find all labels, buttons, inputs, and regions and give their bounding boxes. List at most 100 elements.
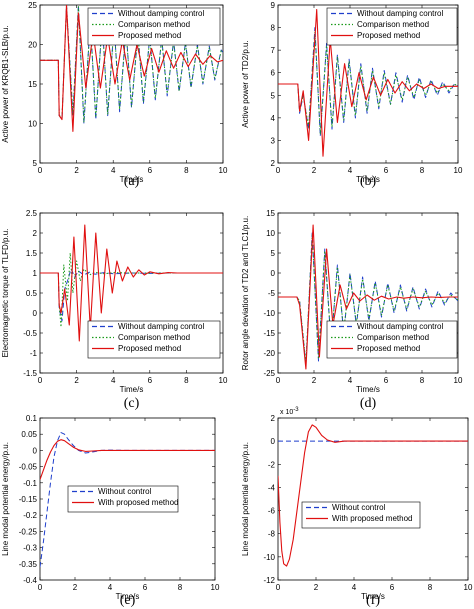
x-tick-label: 4	[111, 166, 116, 175]
y-tick-label: -0.2	[23, 511, 37, 520]
y-axis-label: Rotor angle deviation of TD2 and TLC1/p.…	[241, 216, 250, 370]
x-tick-label: 8	[184, 376, 189, 385]
series-line-2	[40, 5, 223, 132]
series-line-1	[278, 424, 468, 567]
y-tick-label: 9	[271, 1, 276, 10]
y-tick-label: -6	[268, 507, 276, 516]
x-axis-label: Time/s	[361, 592, 385, 601]
y-scale-base: x 10	[280, 409, 293, 416]
y-tick-label: 2.5	[26, 209, 38, 218]
series-line-1	[40, 439, 215, 480]
legend-entry: Comparison method	[118, 20, 190, 29]
y-axis-label: Line modal potential energy/p.u.	[1, 442, 10, 556]
x-tick-label: 10	[219, 376, 228, 385]
x-tick-label: 10	[211, 583, 220, 592]
y-tick-label: 2	[271, 414, 276, 423]
legend-entry: Comparison method	[118, 333, 190, 342]
y-tick-label: -0.25	[19, 527, 38, 536]
x-tick-label: 2	[312, 166, 317, 175]
legend-entry: Proposed method	[118, 344, 181, 353]
x-tick-label: 0	[276, 376, 281, 385]
y-tick-label: 8	[271, 24, 276, 33]
legend-entry: Proposed method	[118, 31, 181, 40]
panel-caption: (d)	[360, 396, 377, 411]
y-tick-label: 4	[271, 114, 276, 123]
x-tick-label: 4	[348, 166, 353, 175]
y-tick-label: 20	[28, 41, 37, 50]
legend: Without damping control Comparison method…	[326, 7, 458, 46]
x-tick-label: 0	[276, 166, 281, 175]
y-tick-label: 10	[266, 229, 275, 238]
y-tick-label: -0.3	[23, 544, 37, 553]
x-tick-label: 4	[348, 376, 353, 385]
x-tick-label: 6	[384, 376, 389, 385]
series-line-2	[40, 224, 223, 342]
legend-entry: Comparison method	[357, 20, 429, 29]
y-tick-label: -4	[268, 483, 276, 492]
y-axis-label: Line modal potential energy/p.u.	[241, 442, 250, 556]
x-axis-label: Time/s	[356, 385, 380, 394]
x-tick-label: 10	[454, 376, 463, 385]
y-tick-label: -8	[268, 530, 276, 539]
legend: Without damping control Comparison method…	[87, 7, 221, 46]
x-axis-label: Time/s	[356, 175, 380, 184]
y-tick-label: 0	[271, 437, 276, 446]
x-tick-label: 2	[73, 583, 78, 592]
y-tick-label: 0	[271, 269, 276, 278]
y-tick-label: 15	[266, 209, 275, 218]
y-tick-label: 6	[271, 69, 276, 78]
y-tick-label: 25	[28, 1, 37, 10]
y-axis-label: Active power of TD2/p.u.	[241, 40, 250, 127]
y-tick-label: 7	[271, 46, 276, 55]
legend-box	[326, 7, 458, 46]
y-tick-label: -1.5	[23, 369, 37, 378]
x-tick-label: 8	[428, 583, 433, 592]
series-line-2	[278, 224, 458, 370]
panel-caption: (e)	[120, 593, 136, 608]
x-tick-label: 4	[108, 583, 113, 592]
x-tick-label: 10	[219, 166, 228, 175]
plot-frame	[277, 417, 469, 581]
legend-entry: Proposed method	[357, 344, 420, 353]
y-tick-label: -15	[263, 329, 275, 338]
legend-entry: Without control	[332, 503, 386, 512]
y-tick-label: -25	[263, 369, 275, 378]
chart-panel-0: 0 2 4 6 8 10 5 10 15 20 25 Time/s Active power of KR…	[1, 1, 228, 189]
legend-box	[301, 501, 421, 529]
series-line-0	[278, 232, 458, 366]
y-tick-label: -10	[263, 309, 275, 318]
y-tick-label: -2	[268, 460, 276, 469]
legend-entry: With proposed method	[332, 514, 413, 523]
x-tick-label: 0	[276, 583, 281, 592]
x-tick-label: 6	[148, 376, 153, 385]
y-tick-label: -0.4	[23, 576, 37, 585]
x-tick-label: 4	[352, 583, 357, 592]
x-axis-label: Time/s	[120, 175, 144, 184]
x-tick-label: 8	[178, 583, 183, 592]
panel-caption: (b)	[360, 174, 377, 189]
x-tick-label: 0	[38, 583, 43, 592]
y-tick-label: 1.5	[26, 249, 38, 258]
y-scale-multiplier: x 10-3	[280, 407, 299, 416]
y-tick-label: -0.1	[23, 479, 37, 488]
y-tick-label: -10	[263, 553, 275, 562]
x-tick-label: 8	[184, 166, 189, 175]
y-tick-label: -0.05	[19, 463, 38, 472]
legend-entry: Without control	[98, 487, 152, 496]
x-tick-label: 2	[312, 376, 317, 385]
x-axis-label: Time/s	[116, 592, 140, 601]
panel-caption: (c)	[124, 396, 140, 411]
legend-entry: Comparison method	[357, 333, 429, 342]
legend: Without control With proposed method	[301, 501, 421, 529]
x-tick-label: 2	[74, 166, 79, 175]
y-tick-label: 0.1	[26, 414, 38, 423]
y-tick-label: 5	[33, 159, 38, 168]
legend-entry: Proposed method	[357, 31, 420, 40]
legend-entry: Without damping control	[357, 322, 443, 331]
y-tick-label: -20	[263, 349, 275, 358]
panel-caption: (f)	[366, 593, 380, 608]
y-tick-label: -1	[30, 349, 38, 358]
x-tick-label: 6	[148, 166, 153, 175]
x-tick-label: 2	[74, 376, 79, 385]
